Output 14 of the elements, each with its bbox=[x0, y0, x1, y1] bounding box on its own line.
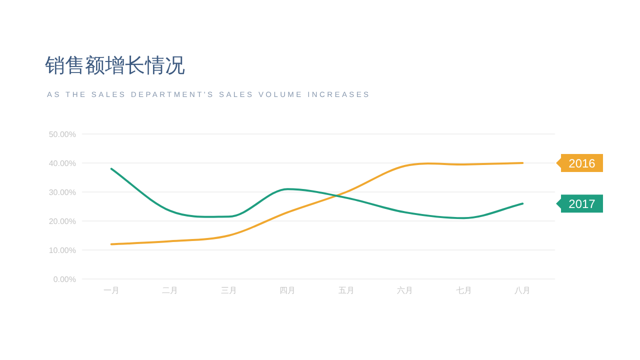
x-tick-label: 五月 bbox=[338, 286, 354, 295]
x-tick-label: 六月 bbox=[397, 286, 414, 295]
title: 销售额增长情况 bbox=[45, 55, 185, 77]
y-tick-label: 30.00% bbox=[48, 188, 76, 197]
x-tick-label: 三月 bbox=[220, 286, 237, 295]
x-tick-label: 四月 bbox=[280, 286, 296, 295]
x-tick-label: 七月 bbox=[456, 286, 472, 295]
y-tick-label: 10.00% bbox=[48, 246, 76, 255]
y-tick-label: 40.00% bbox=[48, 159, 76, 168]
y-tick-label: 50.00% bbox=[48, 130, 76, 139]
y-tick-label: 0.00% bbox=[53, 275, 76, 284]
x-tick-label: 二月 bbox=[162, 286, 178, 295]
x-tick-label: 八月 bbox=[514, 286, 531, 295]
y-tick-label: 20.00% bbox=[48, 217, 76, 226]
